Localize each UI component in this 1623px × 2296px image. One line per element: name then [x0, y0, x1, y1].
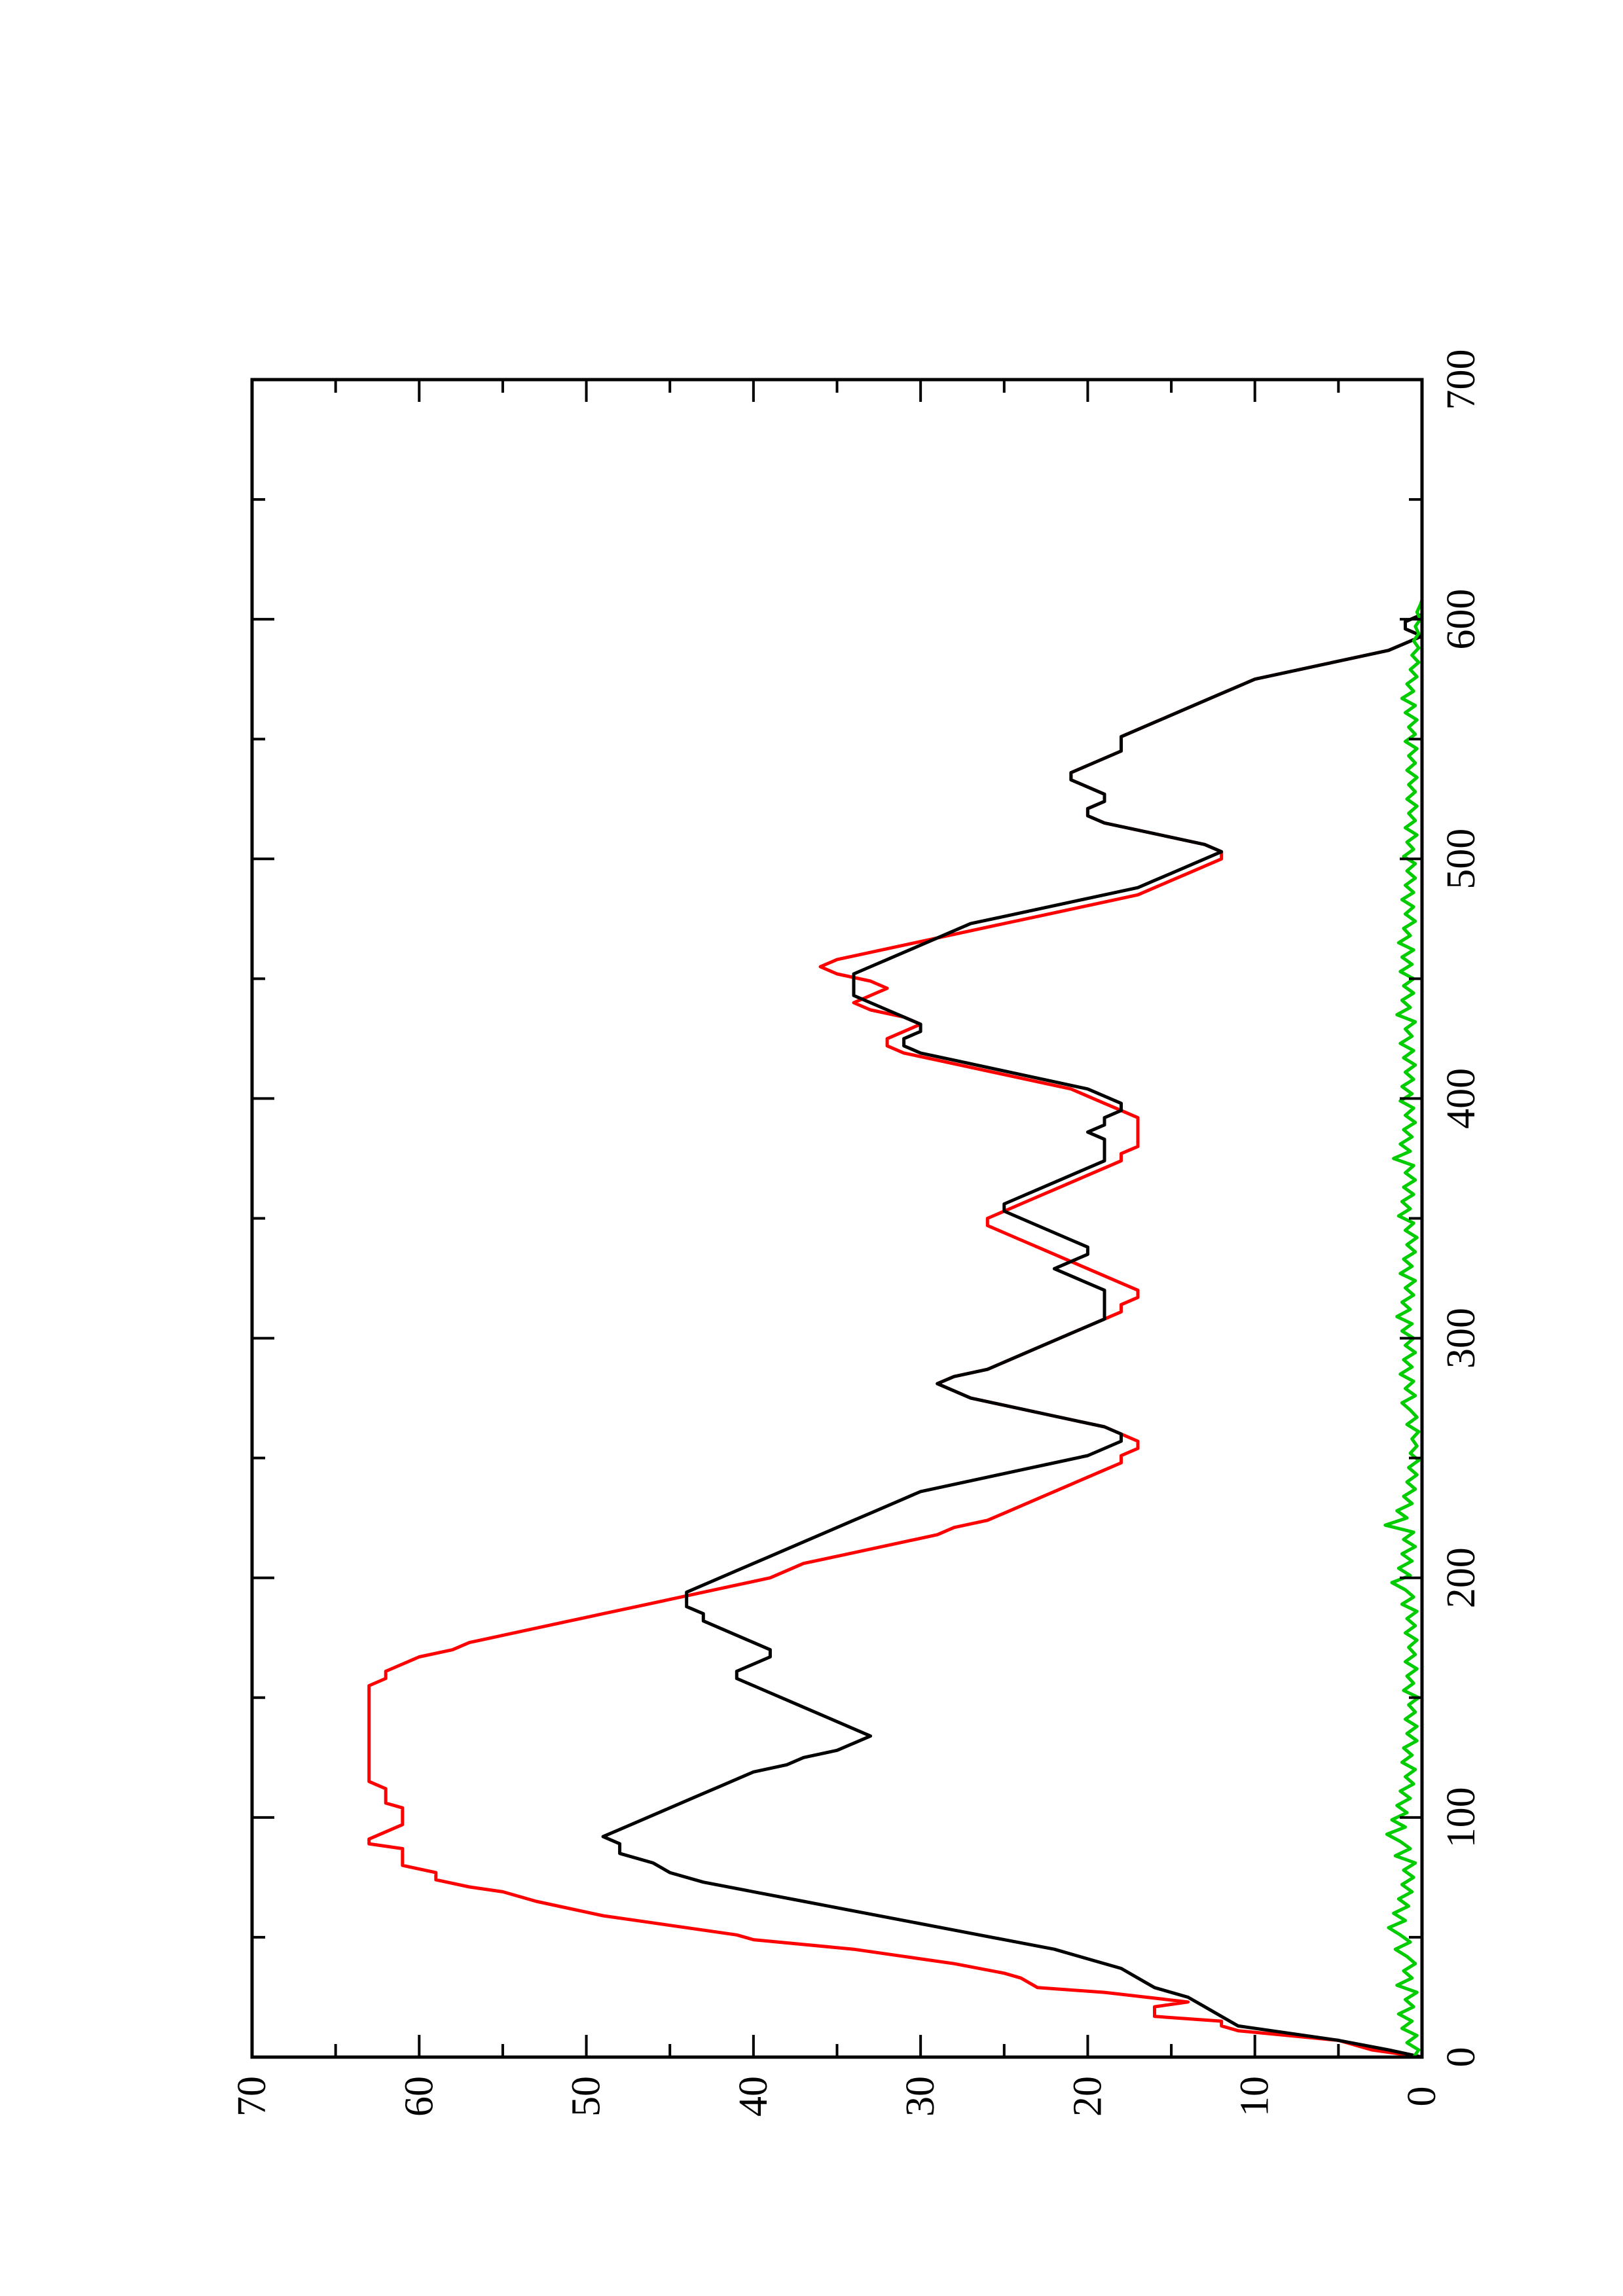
- label-layer: 0 100 200 300 400 500 600 700 0 10 20 30 40 50 60 70: [230, 350, 1484, 2117]
- y-tick-label: 30: [898, 2076, 943, 2117]
- y-tick-label: 70: [230, 2076, 274, 2117]
- y-tick-label: 20: [1065, 2076, 1110, 2117]
- series-line-3: [1383, 598, 1424, 2059]
- tick-layer: [251, 378, 1423, 2058]
- series-line-2: [601, 598, 1424, 2059]
- series-line-1: [367, 598, 1424, 2059]
- series-layer: [367, 598, 1424, 2059]
- x-tick-label: 700: [1439, 350, 1484, 410]
- y-tick-label: 50: [564, 2076, 609, 2117]
- x-tick-label: 200: [1439, 1547, 1484, 1608]
- y-tick-label: 10: [1233, 2076, 1277, 2117]
- x-tick-label: 600: [1439, 589, 1484, 650]
- x-tick-label: 100: [1439, 1787, 1484, 1848]
- plot-frame: [250, 378, 1424, 2059]
- y-tick-label: 60: [397, 2076, 441, 2117]
- y-tick-label: 0: [1400, 2087, 1444, 2107]
- x-tick-label: 400: [1439, 1068, 1484, 1129]
- x-tick-label: 500: [1439, 829, 1484, 889]
- y-tick-label: 40: [731, 2076, 776, 2117]
- x-tick-label: 300: [1439, 1308, 1484, 1369]
- x-tick-label: 0: [1439, 2047, 1484, 2068]
